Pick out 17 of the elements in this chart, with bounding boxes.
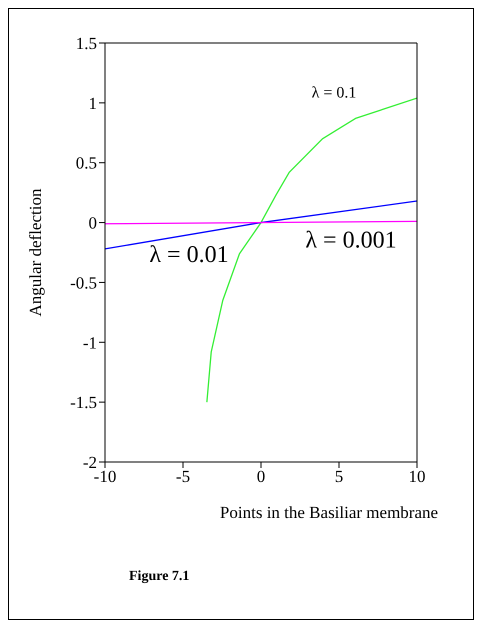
series-label: λ = 0.001 [305,227,397,254]
x-tick-label: 10 [408,467,426,486]
x-tick-label: -5 [176,467,190,486]
text: Figure 7.1 [129,569,190,585]
series-label: λ = 0.01 [149,242,229,268]
y-tick-label: 1 [88,94,97,113]
y-tick-label: 1.5 [76,34,97,54]
y-tick-label: -0.5 [70,273,97,292]
y-tick-label: 0 [88,214,97,233]
series-label: λ = 0.1 [312,84,356,102]
y-axis-title: Angular deflection [26,188,46,316]
y-tick-label: -1.5 [70,393,97,412]
x-tick-label: 5 [334,467,344,486]
x-tick-label: 0 [256,467,266,486]
x-axis-title: Points in the Basiliar membrane [220,503,438,522]
y-tick-label: 0.5 [76,154,97,173]
y-tick-label: -1 [82,333,97,352]
